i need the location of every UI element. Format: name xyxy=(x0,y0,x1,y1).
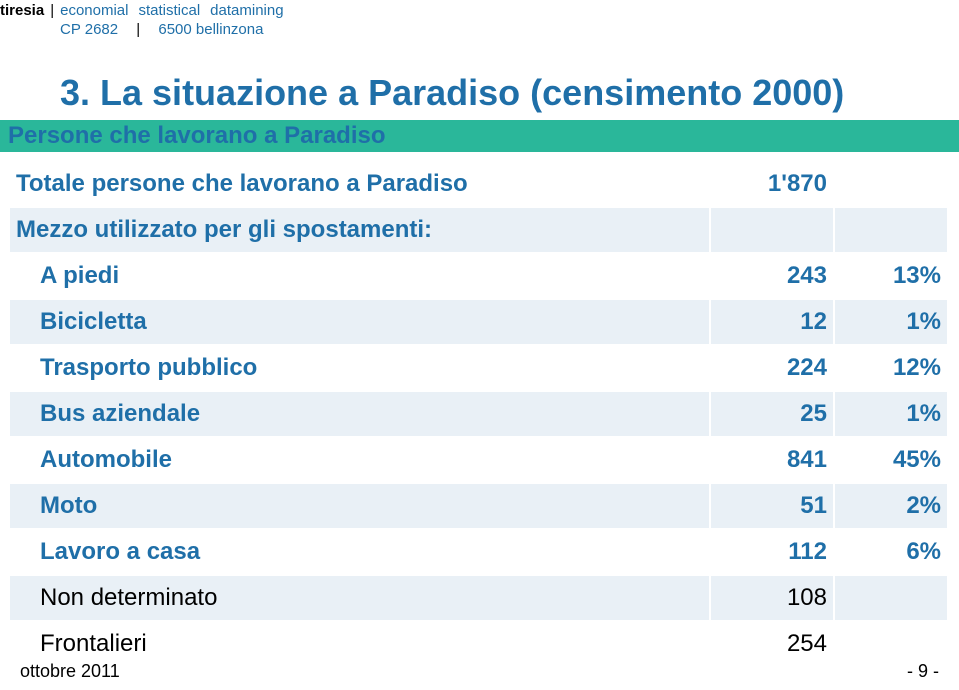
row-label: Bicicletta xyxy=(10,300,709,344)
table-row: Lavoro a casa1126% xyxy=(10,530,947,574)
row-percent: 6% xyxy=(835,530,947,574)
page-header: tiresia | economial statistical datamini… xyxy=(0,2,959,38)
subtitle-text: Persone che lavorano a Paradiso xyxy=(0,122,386,150)
row-label: Moto xyxy=(10,484,709,528)
table-row: A piedi24313% xyxy=(10,254,947,298)
table-row: Non determinato108 xyxy=(10,576,947,620)
row-value: 224 xyxy=(711,346,833,390)
row-percent: 45% xyxy=(835,438,947,482)
row-percent xyxy=(835,576,947,620)
page-title: 3. La situazione a Paradiso (censimento … xyxy=(60,72,844,114)
header-row-2: CP 2682 | 6500 bellinzona xyxy=(0,21,959,38)
row-percent xyxy=(835,622,947,666)
table-row: Frontalieri254 xyxy=(10,622,947,666)
header-word-2: statistical xyxy=(138,2,200,19)
subtitle-bar: Persone che lavorano a Paradiso xyxy=(0,120,959,152)
footer-page-number: - 9 - xyxy=(907,661,939,682)
table-row: Automobile84145% xyxy=(10,438,947,482)
table-row: Moto512% xyxy=(10,484,947,528)
brand-name: tiresia xyxy=(0,2,44,19)
row-label: Mezzo utilizzato per gli spostamenti: xyxy=(10,208,709,252)
header-address-left: CP 2682 xyxy=(60,21,118,38)
row-percent: 2% xyxy=(835,484,947,528)
row-label: Lavoro a casa xyxy=(10,530,709,574)
data-table: Totale persone che lavorano a Paradiso1'… xyxy=(8,160,949,668)
row-percent: 13% xyxy=(835,254,947,298)
row-value: 254 xyxy=(711,622,833,666)
row-percent: 1% xyxy=(835,300,947,344)
row-label: Totale persone che lavorano a Paradiso xyxy=(10,162,709,206)
row-value xyxy=(711,208,833,252)
pipe-icon: | xyxy=(50,2,54,19)
table-row: Totale persone che lavorano a Paradiso1'… xyxy=(10,162,947,206)
row-label: Trasporto pubblico xyxy=(10,346,709,390)
row-value: 108 xyxy=(711,576,833,620)
table: Totale persone che lavorano a Paradiso1'… xyxy=(8,160,949,668)
header-address-right: 6500 bellinzona xyxy=(158,21,263,38)
row-label: Bus aziendale xyxy=(10,392,709,436)
row-value: 25 xyxy=(711,392,833,436)
row-value: 841 xyxy=(711,438,833,482)
row-percent: 1% xyxy=(835,392,947,436)
row-label: Automobile xyxy=(10,438,709,482)
row-value: 112 xyxy=(711,530,833,574)
row-label: Frontalieri xyxy=(10,622,709,666)
row-percent xyxy=(835,162,947,206)
table-row: Bus aziendale251% xyxy=(10,392,947,436)
row-percent xyxy=(835,208,947,252)
table-row: Trasporto pubblico22412% xyxy=(10,346,947,390)
row-label: A piedi xyxy=(10,254,709,298)
row-value: 243 xyxy=(711,254,833,298)
row-value: 12 xyxy=(711,300,833,344)
header-word-1: economial xyxy=(60,2,128,19)
row-value: 51 xyxy=(711,484,833,528)
footer-date: ottobre 2011 xyxy=(20,661,120,682)
row-label: Non determinato xyxy=(10,576,709,620)
row-percent: 12% xyxy=(835,346,947,390)
header-row-1: tiresia | economial statistical datamini… xyxy=(0,2,959,19)
pipe-icon: | xyxy=(136,21,140,38)
row-value: 1'870 xyxy=(711,162,833,206)
table-row: Bicicletta121% xyxy=(10,300,947,344)
page-footer: ottobre 2011 - 9 - xyxy=(20,661,939,682)
header-word-3: datamining xyxy=(210,2,283,19)
table-row: Mezzo utilizzato per gli spostamenti: xyxy=(10,208,947,252)
